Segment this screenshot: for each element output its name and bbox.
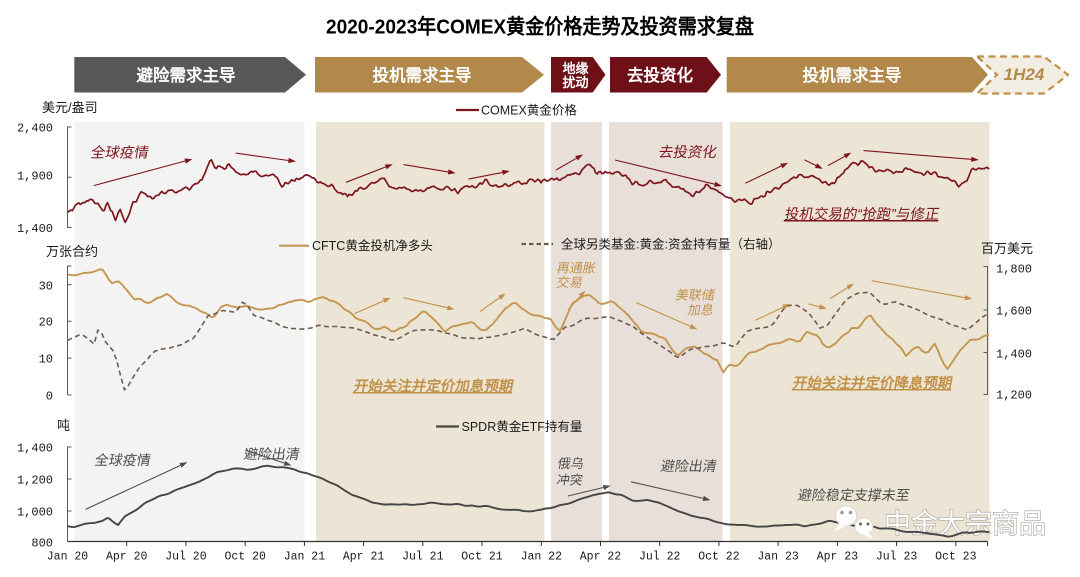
svg-text:20: 20 xyxy=(39,315,53,329)
svg-text:Oct 23: Oct 23 xyxy=(935,551,977,564)
svg-text:投机需求主导: 投机需求主导 xyxy=(373,65,472,85)
svg-text:全球另类基金:黄金:资金持有量（右轴）: 全球另类基金:黄金:资金持有量（右轴） xyxy=(561,237,780,252)
svg-text:30: 30 xyxy=(39,279,53,293)
svg-text:Jan 21: Jan 21 xyxy=(284,551,326,564)
svg-text:1,400: 1,400 xyxy=(17,222,53,236)
svg-text:Oct 22: Oct 22 xyxy=(698,551,740,564)
svg-text:Jan 22: Jan 22 xyxy=(521,551,563,564)
svg-text:避险稳定支撑未至: 避险稳定支撑未至 xyxy=(796,487,911,503)
svg-text:1H24: 1H24 xyxy=(1004,65,1045,84)
svg-text:吨: 吨 xyxy=(57,418,70,433)
svg-text:Apr 21: Apr 21 xyxy=(343,551,385,564)
svg-text:美元/盎司: 美元/盎司 xyxy=(42,100,98,115)
svg-text:1,200: 1,200 xyxy=(17,473,53,487)
svg-text:Jan 23: Jan 23 xyxy=(757,551,799,564)
svg-text:加息: 加息 xyxy=(686,302,715,318)
svg-text:开始关注并定价加息预期: 开始关注并定价加息预期 xyxy=(352,377,515,395)
svg-text:地缘: 地缘 xyxy=(562,61,588,76)
svg-text:百万美元: 百万美元 xyxy=(981,241,1033,256)
svg-text:避险出清: 避险出清 xyxy=(242,446,301,462)
svg-text:去投资化: 去投资化 xyxy=(627,65,694,85)
svg-text:10: 10 xyxy=(39,352,53,366)
svg-text:投机交易的“抢跑”与修正: 投机交易的“抢跑”与修正 xyxy=(783,205,941,223)
svg-text:1,800: 1,800 xyxy=(996,262,1032,276)
svg-text:扰动: 扰动 xyxy=(562,75,588,90)
svg-text:Oct 21: Oct 21 xyxy=(461,551,503,564)
svg-text:冲突: 冲突 xyxy=(555,473,584,488)
svg-text:1,900: 1,900 xyxy=(17,170,53,184)
svg-text:交易: 交易 xyxy=(555,274,584,290)
svg-text:Apr 23: Apr 23 xyxy=(817,551,859,564)
svg-text:CFTC黄金投机净多头: CFTC黄金投机净多头 xyxy=(312,238,433,253)
svg-text:SPDR黄金ETF持有量: SPDR黄金ETF持有量 xyxy=(462,419,583,434)
svg-text:投机需求主导: 投机需求主导 xyxy=(803,65,902,85)
svg-text:俄乌: 俄乌 xyxy=(556,456,585,471)
svg-text:1,600: 1,600 xyxy=(996,304,1032,318)
svg-text:COMEX黄金价格: COMEX黄金价格 xyxy=(481,103,577,118)
svg-text:800: 800 xyxy=(31,536,53,550)
svg-text:Apr 20: Apr 20 xyxy=(106,551,148,564)
svg-text:开始关注并定价降息预期: 开始关注并定价降息预期 xyxy=(791,374,954,392)
svg-text:1,000: 1,000 xyxy=(17,505,53,519)
svg-text:全球疫情: 全球疫情 xyxy=(93,452,152,468)
svg-text:再通胀: 再通胀 xyxy=(555,261,597,276)
svg-text:中金大宗商品: 中金大宗商品 xyxy=(884,509,1046,539)
svg-text:万张合约: 万张合约 xyxy=(46,244,98,259)
svg-text:2,400: 2,400 xyxy=(17,121,53,135)
svg-text:避险出清: 避险出清 xyxy=(659,458,718,474)
svg-text:美联储: 美联储 xyxy=(674,288,716,303)
svg-text:1,400: 1,400 xyxy=(996,347,1032,361)
svg-text:0: 0 xyxy=(46,389,53,403)
svg-text:避险需求主导: 避险需求主导 xyxy=(137,65,236,85)
svg-text:Jul 21: Jul 21 xyxy=(402,551,444,564)
svg-text:全球疫情: 全球疫情 xyxy=(89,144,150,162)
svg-text:1,200: 1,200 xyxy=(996,388,1032,402)
svg-text:Jan 20: Jan 20 xyxy=(47,551,89,564)
svg-text:Oct 20: Oct 20 xyxy=(224,551,266,564)
svg-text:Jul 20: Jul 20 xyxy=(165,551,207,564)
svg-text:Apr 22: Apr 22 xyxy=(580,551,622,564)
svg-text:Jul 22: Jul 22 xyxy=(639,551,681,564)
svg-text:去投资化: 去投资化 xyxy=(657,144,718,161)
svg-text:Jul 23: Jul 23 xyxy=(876,551,918,564)
svg-text:2020-2023年COMEX黄金价格走势及投资需求复盘: 2020-2023年COMEX黄金价格走势及投资需求复盘 xyxy=(326,15,754,39)
svg-text:1,400: 1,400 xyxy=(17,441,53,455)
